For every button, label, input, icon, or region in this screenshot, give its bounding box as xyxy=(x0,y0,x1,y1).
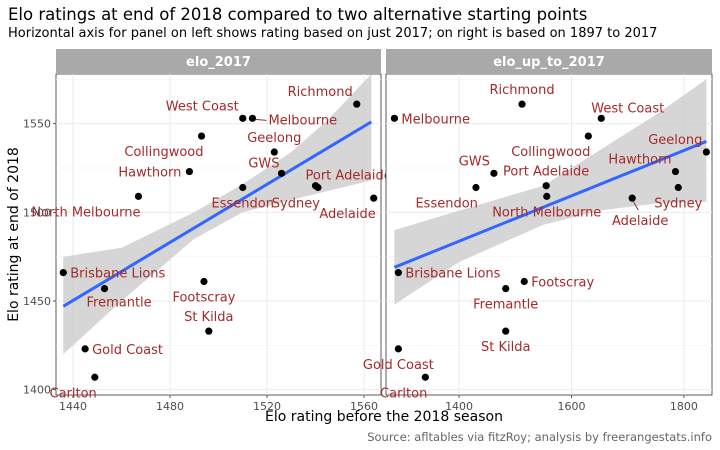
data-point xyxy=(584,132,592,140)
x-tick-label: 1400 xyxy=(445,400,473,413)
data-point xyxy=(270,148,278,156)
point-label: Gold Coast xyxy=(92,343,163,358)
data-point xyxy=(353,100,361,108)
point-label: Richmond xyxy=(489,83,554,98)
x-tick-label: 1480 xyxy=(156,400,184,413)
data-point xyxy=(239,183,247,192)
point-label: Port Adelaide xyxy=(306,169,392,184)
data-point xyxy=(134,192,143,200)
label-leader-line xyxy=(632,200,639,211)
x-axis-title: Elo rating before the 2018 season xyxy=(265,409,503,425)
x-tick-label: 1600 xyxy=(557,400,585,413)
point-label: GWS xyxy=(459,154,490,169)
chart-subtitle: Horizontal axis for panel on left shows … xyxy=(8,26,658,41)
data-point xyxy=(205,327,213,335)
data-point xyxy=(185,167,193,176)
data-point xyxy=(542,182,550,190)
point-label: Footscray xyxy=(172,290,235,305)
data-point xyxy=(543,192,551,200)
regression-line xyxy=(62,120,373,308)
data-point xyxy=(81,345,89,353)
point-label: North Melbourne xyxy=(31,205,140,220)
point-label: Fremantle xyxy=(473,298,538,313)
data-point xyxy=(502,327,510,335)
regression-line xyxy=(393,140,707,269)
data-point xyxy=(394,269,402,277)
point-label: Brisbane Lions xyxy=(405,267,500,282)
point-label: Collingwood xyxy=(511,145,590,160)
y-axis-title: Elo rating at end of 2018 xyxy=(6,147,22,322)
data-point xyxy=(390,114,399,122)
data-point xyxy=(59,269,67,277)
data-point xyxy=(200,277,208,286)
facet-strip-label: elo_up_to_2017 xyxy=(493,55,605,70)
point-label: Richmond xyxy=(288,85,353,100)
y-tick-label: 1400 xyxy=(23,384,51,397)
confidence-ribbon xyxy=(394,79,707,305)
data-point xyxy=(520,277,528,286)
data-point xyxy=(277,169,286,177)
data-point xyxy=(91,373,99,381)
point-label: Carlton xyxy=(380,386,427,401)
point-label: Essendon xyxy=(212,197,274,212)
point-label: Hawthorn xyxy=(118,166,181,181)
chart-title: Elo ratings at end of 2018 compared to t… xyxy=(8,5,588,24)
point-label: Port Adelaide xyxy=(503,165,589,180)
point-label: Brisbane Lions xyxy=(70,267,165,282)
facet-strip-label: elo_2017 xyxy=(186,55,251,70)
data-point xyxy=(394,345,402,353)
point-label: St Kilda xyxy=(481,340,530,355)
x-tick-label: 1560 xyxy=(350,400,378,413)
point-label: GWS xyxy=(248,156,279,171)
point-label: St Kilda xyxy=(184,310,233,325)
x-tick-label: 1440 xyxy=(59,400,87,413)
point-label: Melbourne xyxy=(268,113,337,128)
data-point xyxy=(502,284,510,293)
facet-strip xyxy=(56,49,381,73)
x-tick-label: 1520 xyxy=(253,400,281,413)
point-label: Collingwood xyxy=(124,145,203,160)
data-point xyxy=(197,132,206,140)
data-point xyxy=(671,167,680,176)
data-point xyxy=(674,183,682,192)
point-label: Gold Coast xyxy=(363,358,434,373)
data-point xyxy=(314,183,322,192)
point-label: Fremantle xyxy=(87,296,152,311)
data-point xyxy=(472,183,480,192)
point-label: Geelong xyxy=(247,131,301,146)
data-point xyxy=(597,114,605,122)
x-tick-label: 1800 xyxy=(670,400,698,413)
data-point xyxy=(628,194,636,202)
point-label: North Melbourne xyxy=(492,205,601,220)
point-label: Sydney xyxy=(272,197,320,212)
data-point xyxy=(702,148,710,156)
y-tick-label: 1550 xyxy=(23,118,51,131)
data-point xyxy=(370,194,378,202)
point-label: Adelaide xyxy=(612,214,668,229)
facet-strip xyxy=(386,49,712,73)
point-label: West Coast xyxy=(591,101,664,116)
chart-caption: Source: afltables via fitzRoy; analysis … xyxy=(367,430,712,444)
point-label: Hawthorn xyxy=(608,153,671,168)
label-leader-line xyxy=(255,118,267,121)
data-point xyxy=(239,114,247,122)
data-point xyxy=(490,169,498,177)
point-label: Essendon xyxy=(415,197,477,212)
point-label: Footscray xyxy=(531,275,594,290)
data-point xyxy=(518,100,526,108)
y-tick-label: 1450 xyxy=(23,295,51,308)
y-tick-label: 1500 xyxy=(23,206,51,219)
point-label: Adelaide xyxy=(319,207,375,222)
data-point xyxy=(100,284,109,293)
point-label: Sydney xyxy=(654,197,702,212)
point-label: Geelong xyxy=(648,133,702,148)
point-label: West Coast xyxy=(166,99,239,114)
point-label: Melbourne xyxy=(401,112,470,127)
data-point xyxy=(248,114,257,122)
point-label: Carlton xyxy=(50,386,97,401)
data-point xyxy=(421,373,429,381)
